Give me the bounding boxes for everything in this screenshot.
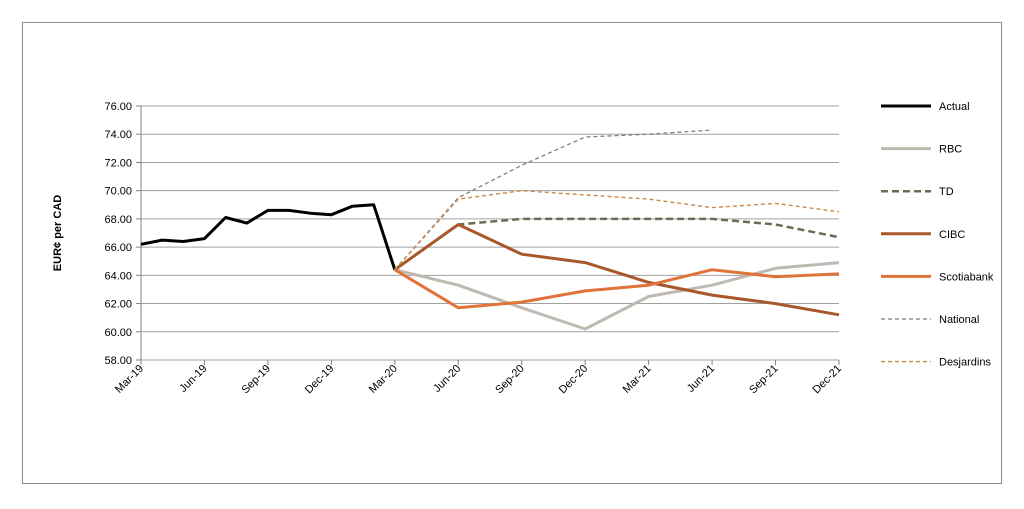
gridlines	[141, 105, 839, 361]
series-line-scotiabank	[394, 268, 840, 310]
series-line-desjardins	[394, 189, 840, 271]
series-line-cibc	[393, 223, 840, 317]
series-line-national	[394, 129, 713, 271]
series-lines	[140, 129, 840, 331]
axes: 58.00 60.00 62.00 64.00 66.00 68.00 70.00 72.00…	[104, 101, 844, 396]
series-line-rbc	[394, 261, 840, 331]
y-tick-label: 58.00	[104, 355, 132, 367]
x-tick-label: Mar-19	[113, 363, 146, 396]
x-tick-label: Mar-20	[367, 363, 400, 396]
x-tick-label: Jun-20	[431, 363, 463, 395]
y-tick-label: 60.00	[104, 327, 132, 339]
y-tick-label: 62.00	[104, 299, 132, 311]
legend-label-td: TD	[939, 186, 954, 198]
x-tick-label: Dec-20	[557, 363, 591, 397]
y-tick-label: 72.00	[104, 157, 132, 169]
x-tick-label: Dec-21	[811, 363, 845, 397]
x-tick-label: Jun-21	[685, 363, 717, 395]
series-line-td	[394, 217, 840, 271]
legend-label-cibc: CIBC	[939, 229, 965, 241]
y-tick-label: 68.00	[104, 214, 132, 226]
y-tick-label: 76.00	[104, 101, 132, 113]
y-tick-label: 64.00	[104, 270, 132, 282]
x-tick-label: Mar-21	[621, 363, 654, 396]
x-tick-label: Dec-19	[303, 363, 337, 397]
x-tick-label: Sep-20	[493, 363, 527, 397]
y-tick-label: 66.00	[104, 242, 132, 254]
y-tick-label: 70.00	[104, 186, 132, 198]
line-chart: 58.00 60.00 62.00 64.00 66.00 68.00 70.00 72.00…	[52, 101, 994, 396]
legend-label-desjardins: Desjardins	[939, 357, 991, 369]
chart-frame: 58.00 60.00 62.00 64.00 66.00 68.00 70.00 72.00…	[22, 22, 1002, 484]
legend-label-national: National	[939, 314, 979, 326]
x-tick-label: Sep-19	[239, 363, 273, 397]
series-line-actual	[140, 203, 397, 271]
legend: Actual RBC TD CIBC Scotiabank National Desjard…	[881, 101, 994, 369]
y-tick-label: 74.00	[104, 129, 132, 141]
legend-label-rbc: RBC	[939, 144, 962, 156]
x-tick-label: Sep-21	[747, 363, 781, 397]
legend-label-actual: Actual	[939, 101, 970, 113]
y-axis-title: EUR¢ per CAD	[52, 195, 64, 271]
legend-label-scotiabank: Scotiabank	[939, 271, 994, 283]
x-tick-label: Jun-19	[177, 363, 209, 395]
